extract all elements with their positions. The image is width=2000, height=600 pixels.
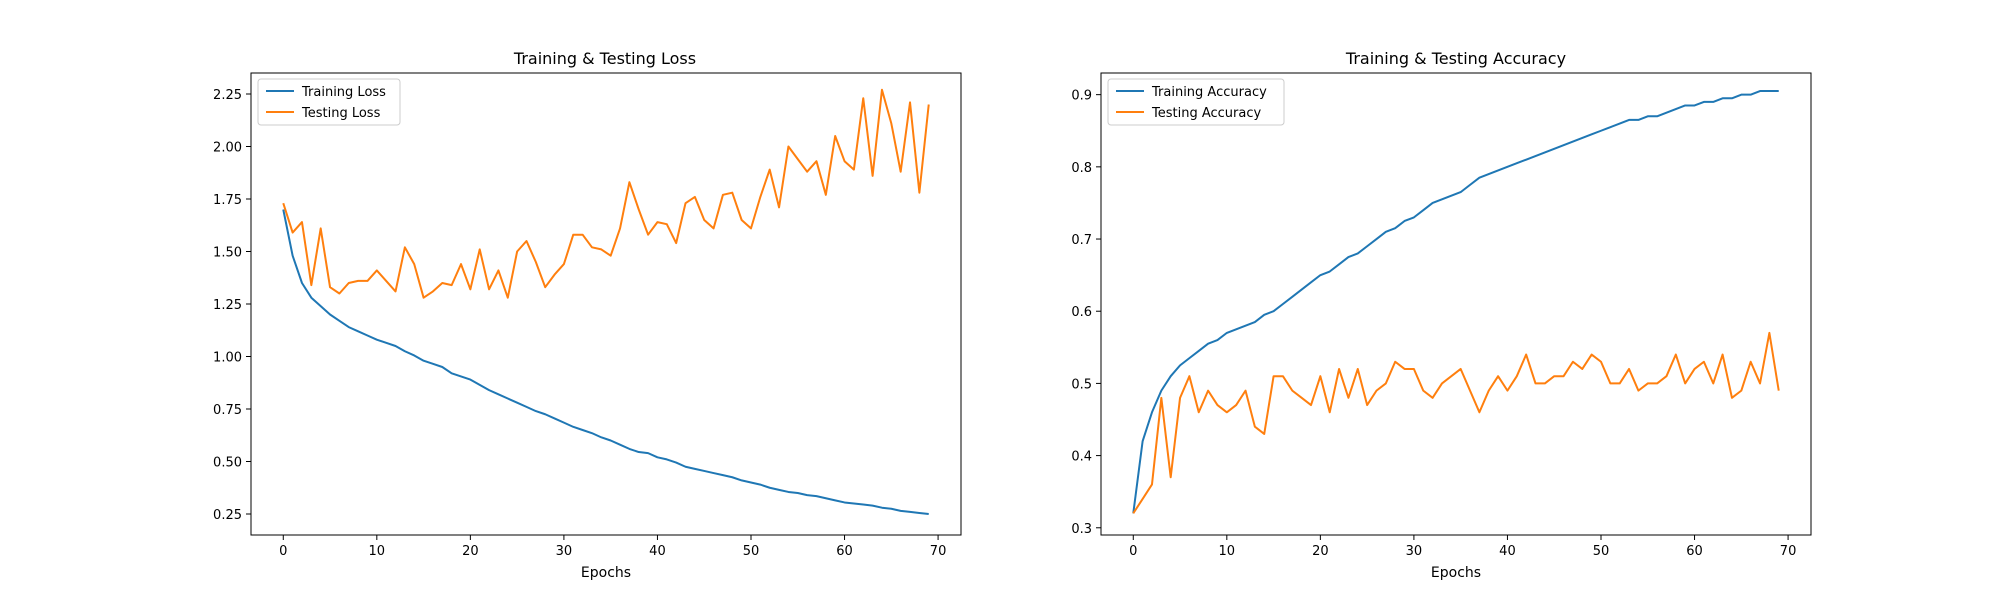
loss-y-tick-label: 0.50 xyxy=(213,456,242,471)
loss-y-tick-label: 1.00 xyxy=(213,351,242,366)
loss-x-tick-label: 70 xyxy=(930,544,947,559)
loss-y-tick-label: 2.00 xyxy=(213,141,242,156)
loss-y-tick-label: 2.25 xyxy=(213,88,242,103)
loss-chart-title: Training & Testing Loss xyxy=(513,49,696,68)
accuracy-y-tick-label: 0.6 xyxy=(1071,305,1092,320)
loss-x-tick-label: 50 xyxy=(743,544,760,559)
loss-subplot: Training & Testing Loss 0 10 20 30 40 50 60 70 … xyxy=(213,49,962,581)
loss-x-tick-label: 30 xyxy=(556,544,573,559)
loss-series-layer xyxy=(282,88,930,515)
accuracy-series-testing-accuracy-line xyxy=(1132,331,1780,514)
accuracy-y-tick-label: 0.7 xyxy=(1071,233,1092,248)
accuracy-y-tick-label: 0.3 xyxy=(1071,522,1092,537)
accuracy-x-tick-label: 30 xyxy=(1406,544,1423,559)
accuracy-series-layer xyxy=(1132,90,1780,514)
accuracy-x-tick-label: 60 xyxy=(1686,544,1703,559)
accuracy-subplot: Training & Testing Accuracy 0 10 20 30 40 50 6… xyxy=(1071,49,1812,581)
accuracy-x-axis-label: Epochs xyxy=(1431,565,1481,581)
loss-x-tick-label: 0 xyxy=(279,544,287,559)
loss-x-tick-label: 40 xyxy=(649,544,666,559)
accuracy-x-tick-label: 70 xyxy=(1780,544,1797,559)
loss-series-training-loss-line xyxy=(282,209,929,515)
loss-y-tick-label: 1.25 xyxy=(213,298,242,313)
loss-legend-training-label: Training Loss xyxy=(301,85,386,100)
accuracy-legend-box xyxy=(1107,78,1285,126)
loss-legend-testing-label: Testing Loss xyxy=(301,106,381,121)
loss-x-tick-label: 60 xyxy=(836,544,853,559)
accuracy-x-ticks: 0 10 20 30 40 50 60 70 xyxy=(1129,535,1796,559)
accuracy-y-tick-label: 0.4 xyxy=(1071,450,1092,465)
loss-y-tick-label: 1.50 xyxy=(213,246,242,261)
accuracy-y-ticks: 0.3 0.4 0.5 0.6 0.7 0.8 0.9 xyxy=(1071,89,1101,537)
accuracy-series-training-accuracy-line xyxy=(1132,90,1779,514)
accuracy-plot-frame xyxy=(1100,72,1812,536)
accuracy-x-tick-label: 20 xyxy=(1312,544,1329,559)
loss-x-tick-label: 20 xyxy=(462,544,479,559)
accuracy-y-tick-label: 0.9 xyxy=(1071,89,1092,104)
accuracy-chart-title: Training & Testing Accuracy xyxy=(1345,49,1566,68)
accuracy-x-tick-label: 0 xyxy=(1129,544,1137,559)
loss-x-ticks: 0 10 20 30 40 50 60 70 xyxy=(279,535,946,559)
accuracy-legend: Training Accuracy Testing Accuracy xyxy=(1107,78,1285,126)
loss-y-tick-label: 0.25 xyxy=(213,508,242,523)
loss-legend: Training Loss Testing Loss xyxy=(257,78,401,126)
accuracy-legend-training-label: Training Accuracy xyxy=(1151,85,1267,100)
loss-series-testing-loss-line xyxy=(282,88,930,299)
accuracy-y-tick-label: 0.5 xyxy=(1071,377,1092,392)
loss-y-tick-label: 1.75 xyxy=(213,193,242,208)
accuracy-y-tick-label: 0.8 xyxy=(1071,161,1092,176)
accuracy-x-tick-label: 40 xyxy=(1499,544,1516,559)
accuracy-x-tick-label: 50 xyxy=(1593,544,1610,559)
loss-x-axis-label: Epochs xyxy=(581,565,631,581)
loss-y-tick-label: 0.75 xyxy=(213,403,242,418)
loss-y-ticks: 0.25 0.50 0.75 1.00 1.25 1.50 1.75 2.00 2.25 xyxy=(213,88,251,523)
accuracy-legend-testing-label: Testing Accuracy xyxy=(1151,106,1261,121)
loss-x-tick-label: 10 xyxy=(369,544,386,559)
accuracy-x-tick-label: 10 xyxy=(1219,544,1236,559)
